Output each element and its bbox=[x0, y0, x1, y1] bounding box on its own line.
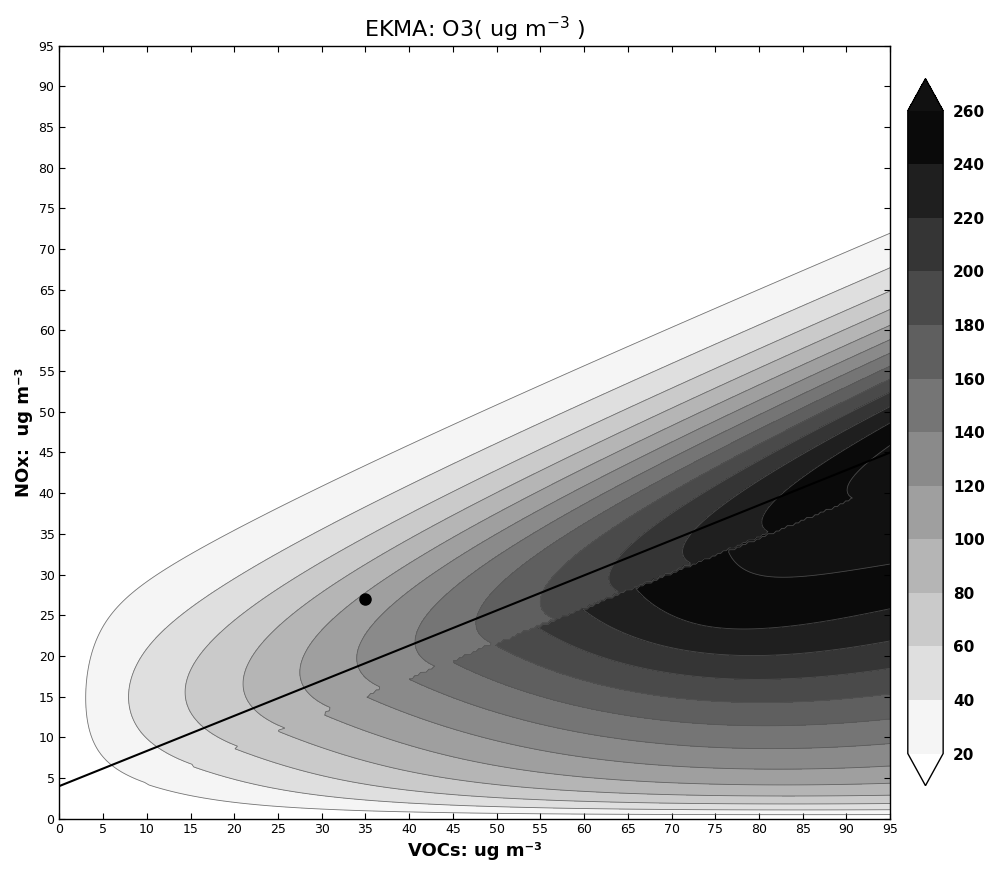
Y-axis label: NOx:  ug m⁻³: NOx: ug m⁻³ bbox=[15, 368, 33, 497]
X-axis label: VOCs: ug m⁻³: VOCs: ug m⁻³ bbox=[408, 842, 542, 860]
PathPatch shape bbox=[908, 79, 943, 111]
PathPatch shape bbox=[908, 753, 943, 786]
Title: EKMA: O3( ug m$^{-3}$ ): EKMA: O3( ug m$^{-3}$ ) bbox=[364, 15, 586, 45]
